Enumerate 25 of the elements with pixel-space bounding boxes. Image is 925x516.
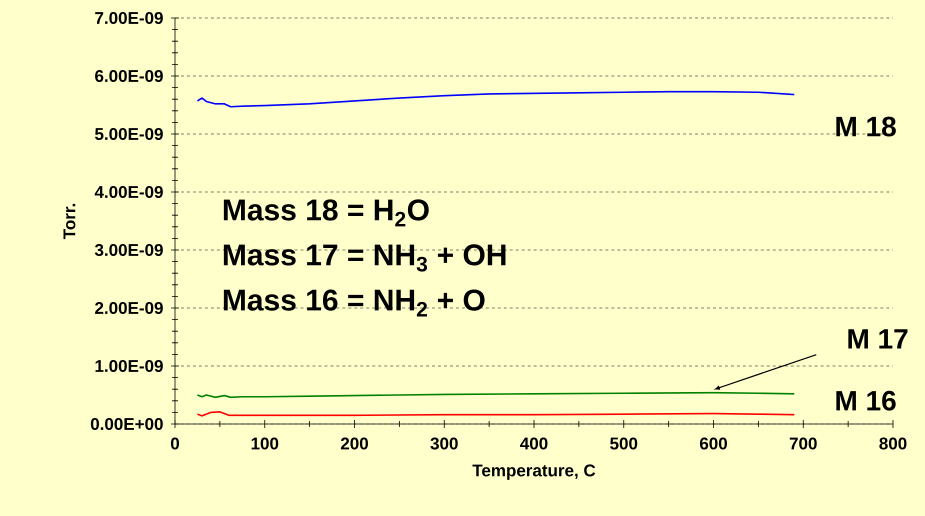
y-tick-label: 4.00E-09: [94, 186, 163, 198]
y-tick-label: 7.00E-09: [95, 12, 163, 24]
y-tick-label: 6.00E-09: [95, 70, 163, 82]
annotation: Mass 17 = NH$_{3}$ + OH: [224, 244, 506, 272]
series-label: M 18: [836, 116, 896, 136]
annotation: Mass 18 = H$_{2}$O: [224, 199, 429, 226]
x-tick-label: 300: [430, 438, 458, 450]
x-tick-label: 500: [610, 438, 638, 450]
x-tick-label: 100: [252, 438, 278, 450]
y-tick-label: 2.00E-09: [95, 302, 163, 314]
x-tick-label: 200: [340, 438, 368, 450]
y-tick-label: 3.00E-09: [94, 244, 163, 256]
text: M 17: [848, 329, 908, 348]
x-tick-label: 400: [520, 438, 548, 450]
y-tick-label: 0.00E+00: [90, 418, 163, 430]
y-axis-title: Torr.: [64, 204, 76, 240]
annotation: Mass 16 = NH$_{2}$ + O: [224, 289, 485, 317]
x-tick-label: 0: [170, 438, 180, 450]
y-tick-label: 5.00E-09: [95, 128, 163, 140]
series-label: M 16: [836, 390, 896, 411]
y-tick-label: 1.00E-09: [96, 360, 163, 372]
x-tick-label: 700: [790, 438, 817, 450]
x-axis-title: Temperature, C: [472, 464, 596, 480]
x-tick-label: 800: [879, 438, 906, 450]
x-tick-label: 600: [700, 438, 727, 450]
